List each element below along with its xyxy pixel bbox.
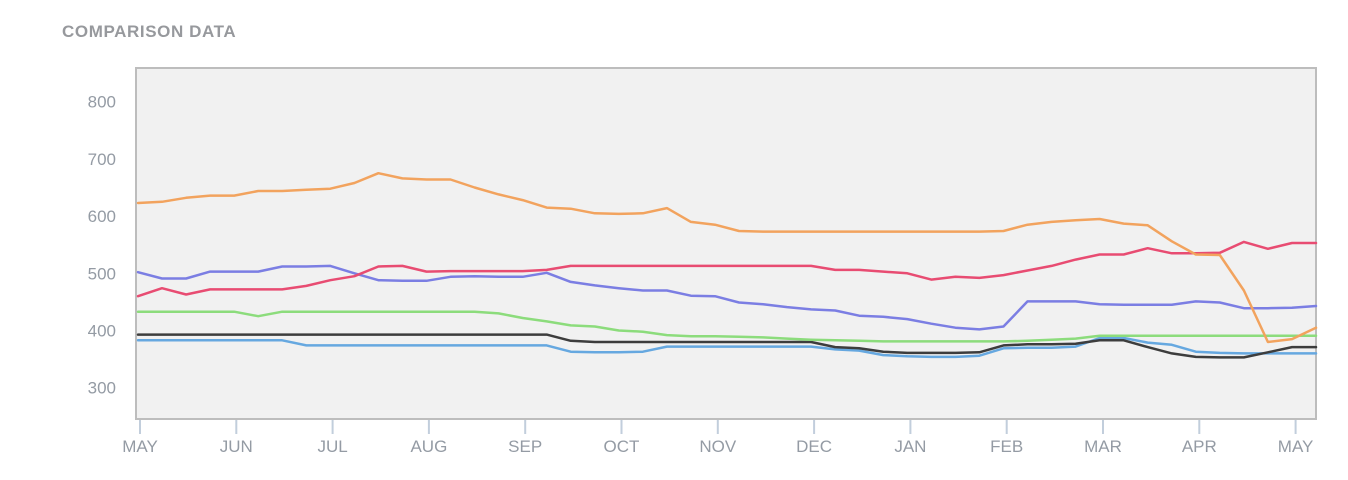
x-axis-label: JUL	[317, 437, 347, 456]
series-line-black	[136, 333, 1318, 359]
y-axis-label: 400	[88, 322, 116, 341]
x-axis-label: AUG	[410, 437, 447, 456]
x-axis-label: SEP	[508, 437, 542, 456]
y-axis-label: 600	[88, 207, 116, 226]
y-axis-label: 800	[88, 93, 116, 112]
series-line-light-blue	[136, 336, 1318, 359]
series-line-green	[136, 310, 1318, 343]
x-axis-label: MAY	[122, 437, 158, 456]
x-axis-label: JUN	[220, 437, 253, 456]
series-line-red	[136, 240, 1318, 298]
y-axis-label: 500	[88, 264, 116, 283]
x-axis-label: NOV	[699, 437, 737, 456]
y-axis-label: 700	[88, 150, 116, 169]
x-axis-label: MAR	[1084, 437, 1122, 456]
series-line-orange	[136, 171, 1318, 344]
x-axis-label: MAY	[1278, 437, 1314, 456]
x-axis-label: APR	[1182, 437, 1217, 456]
x-axis-label: FEB	[990, 437, 1023, 456]
x-axis-label: DEC	[796, 437, 832, 456]
y-axis-label: 300	[88, 379, 116, 398]
plot-area	[135, 67, 1317, 420]
x-axis-label: JAN	[894, 437, 926, 456]
series-line-purple	[136, 264, 1318, 331]
x-axis-label: OCT	[604, 437, 640, 456]
chart-title: COMPARISON DATA	[62, 22, 237, 41]
